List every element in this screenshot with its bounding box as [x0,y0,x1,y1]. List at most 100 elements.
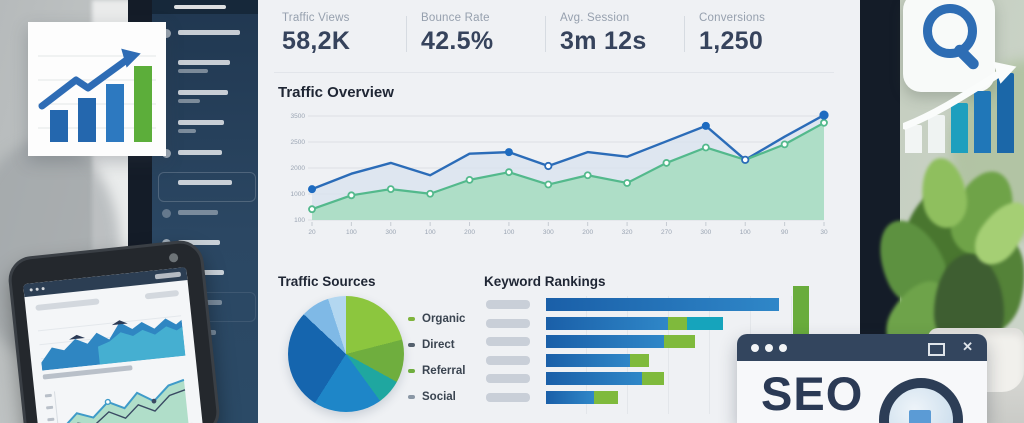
sidebar-item-icon [162,149,171,158]
keyword-rankings-title: Keyword Rankings [484,274,606,289]
phone-header-dot [29,288,33,292]
sidebar-item[interactable] [162,116,252,138]
legend-item: Referral [408,358,465,384]
x-axis-tick-label: 100 [425,229,436,236]
sidebar-item[interactable] [162,86,252,108]
data-point [819,110,829,120]
stat-divider [684,16,685,52]
stat-label: Traffic Views [282,12,350,24]
sidebar-header [152,0,258,14]
keyword-label-placeholder [486,392,530,402]
bar-segment-blue [546,372,642,385]
data-point [544,161,553,171]
bar-segment-green [664,335,695,348]
sidebar-item[interactable] [158,172,256,202]
keyword-bar [546,372,664,385]
keyword-bar [546,335,695,348]
data-point [544,180,553,189]
x-axis-tick-label: 200 [582,229,593,236]
data-point [820,118,828,127]
titlebar-dot [765,344,773,352]
legend-label: Direct [422,339,455,351]
keyword-bar [546,298,779,311]
legend-label: Referral [422,365,466,377]
sidebar-item-label-line [178,210,218,215]
phone-filter-pill [144,289,180,300]
y-axis-tick-label: 3500 [291,113,306,120]
sidebar-item-label-line [178,30,240,35]
keyword-label-placeholder [486,374,530,383]
keyword-row [486,316,826,330]
stat-divider [545,16,546,52]
data-point [504,148,513,157]
sessions-line [311,121,825,211]
keyword-label-placeholder [486,318,530,328]
sidebar-item[interactable] [162,146,252,168]
close-icon[interactable]: ✕ [962,339,973,354]
data-point [426,189,435,198]
keyword-label-placeholder [486,337,530,346]
smartphone [6,238,222,423]
stat-avg-session: Avg. Session 3m 12s [560,8,682,56]
data-point [505,168,513,177]
maximize-icon[interactable] [928,343,945,356]
bar-segment-blue [546,298,779,311]
sidebar-item[interactable] [162,206,252,228]
phone-header-dot [41,286,45,291]
titlebar-dot [751,344,759,352]
legend-item: Social [408,384,465,410]
keyword-bar [546,390,618,404]
y-axis-tick-label: 1000 [291,191,306,198]
keyword-label-placeholder [486,300,530,309]
growth-chart-card [28,22,166,156]
titlebar-dot [779,344,787,352]
sidebar-item[interactable] [162,56,252,78]
bar [951,103,968,153]
traffic-sources-pie-chart [288,296,404,412]
keyword-bar [546,316,723,330]
data-point [386,185,395,194]
bar [928,115,945,153]
x-axis-tick-label: 200 [464,229,475,236]
stat-value: 1,250 [699,27,764,55]
stat-value: 42.5% [421,27,494,55]
legend-bullet [408,343,415,347]
data-point [583,171,592,180]
data-point [465,175,474,184]
stats-divider-line [274,72,834,73]
sidebar-header-line [174,5,226,9]
phone-screen [23,267,205,423]
seo-browser-window: ✕ SEO [737,334,987,423]
legend-bullet [408,317,415,321]
sidebar-item-label-line [178,180,232,185]
keyword-row [486,298,826,311]
stats-row: Traffic Views 58,2K Bounce Rate 42.5% Av… [282,8,821,66]
green-accent-bar [793,286,809,338]
bar [997,73,1014,153]
x-axis-tick-label: 90 [781,229,789,236]
bar-segment-green [630,353,649,367]
x-axis-tick-label: 100 [740,229,751,236]
y-axis-tick-label: 2500 [291,139,306,146]
sidebar-item-icon [162,209,171,218]
legend-bullet [408,369,415,373]
data-point [623,179,631,187]
phone-line-chart [44,378,193,423]
data-point [347,191,356,200]
stat-bounce-rate: Bounce Rate 42.5% [421,8,543,56]
x-axis-tick-label: 20 [308,229,316,236]
keyword-row [486,390,826,404]
x-axis-tick-label: 30 [820,229,828,236]
sidebar-item[interactable] [162,26,252,48]
keyword-row [486,353,826,367]
search-icon-card [903,0,995,92]
y-axis-tick-label: 100 [294,217,305,224]
visitors-line [311,114,825,191]
green-area-fill [312,122,824,220]
stat-conversions: Conversions 1,250 [699,8,821,56]
y-axis-tick-label: 2000 [291,165,306,172]
bar [905,125,922,153]
x-axis-tick-label: 300 [543,229,554,236]
up-arrow-icon [903,61,1017,130]
legend-label: Organic [422,313,466,325]
